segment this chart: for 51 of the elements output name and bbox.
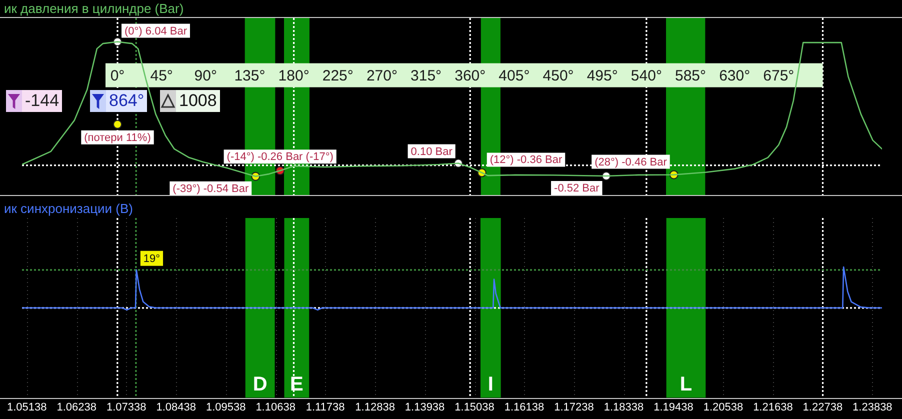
x-tick-label: 1.15038 [454,401,494,414]
x-tick-label: 1.12838 [355,401,395,414]
chart-title: ик синхронизации (В) [4,201,134,216]
x-tick-label: 405° [498,67,530,84]
x-tick-label: 270° [366,67,398,84]
x-tick-label: 180° [278,67,310,84]
x-tick-label: 450° [542,67,574,84]
x-tick-label: 0° [110,67,125,84]
x-tick-label: 1.06238 [56,401,97,414]
x-tick-label: 45° [150,67,173,84]
data-label: (28°) -0.46 Bar [594,156,668,168]
x-tick-label: 1.09538 [206,401,246,414]
x-tick-label: 1.19438 [654,401,694,414]
x-tick-label: 315° [410,67,442,84]
x-tick-label: 1.22738 [802,401,843,414]
x-tick-label: 1.11738 [306,401,345,414]
annotation: 19° [143,252,160,265]
x-tick-label: 630° [719,67,750,84]
x-tick-label: 1.20538 [703,401,744,414]
data-label: -0.52 Bar [554,182,600,194]
chart-title: ик давления в цилиндре (Bar) [4,1,184,16]
data-label: (-39°) -0.54 Bar [172,182,249,195]
x-tick-label: 1.07338 [106,401,146,414]
x-tick-label: 90° [194,67,217,84]
x-tick-label: 585° [674,67,706,84]
data-label: (0°) 6.04 Bar [124,25,188,38]
x-tick-label: 1.23838 [852,401,892,414]
x-tick-label: 1.08438 [156,401,196,414]
x-tick-label: 1.21638 [753,401,793,414]
x-tick-label: 1.17238 [554,401,594,414]
band-label: L [680,373,692,396]
band-label: I [488,373,494,396]
x-tick-label: 1.10638 [256,401,296,414]
x-tick-label: 1.18338 [604,401,644,414]
x-tick-label: 1.05138 [7,401,47,414]
x-tick-label: 1.16138 [504,401,544,414]
annotation: 864° [106,90,148,112]
annotation: -144 [22,90,62,112]
band-label: D [252,373,268,396]
annotation: 1008 [176,90,220,112]
x-tick-label: 360° [454,67,486,84]
data-label: (потери 11%) [84,132,151,144]
x-tick-label: 495° [586,67,618,84]
data-label: (-14°) -0.26 Bar (-17°) [226,151,334,164]
data-label: (12°) -0.36 Bar [490,154,562,166]
x-tick-label: 675° [763,67,794,84]
data-label: 0.10 Bar [410,146,453,158]
x-tick-label: 1.13938 [404,401,445,414]
x-tick-label: 225° [322,67,354,84]
x-tick-label: 540° [630,67,662,84]
x-tick-label: 135° [234,67,266,84]
